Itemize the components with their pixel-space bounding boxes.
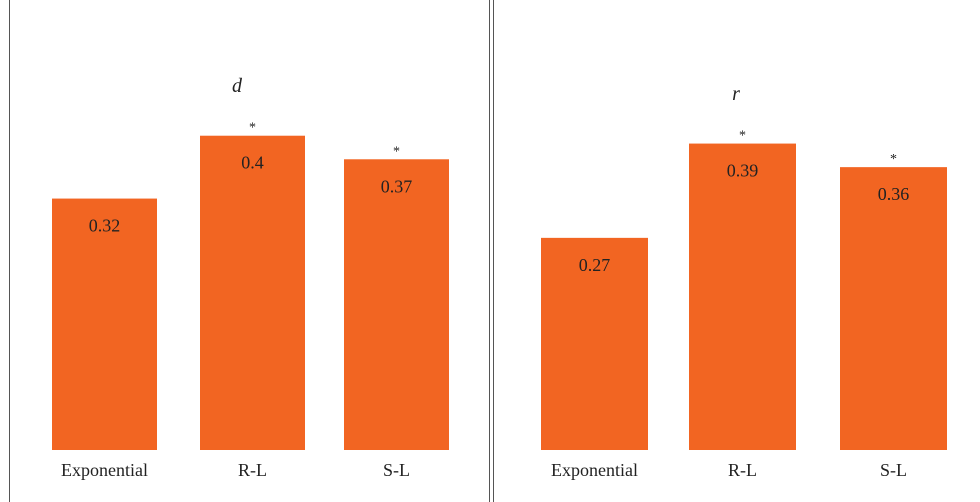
left-border-line — [9, 0, 10, 502]
value-label-r-l-r: 0.39 — [727, 161, 759, 181]
value-label-r-l-d: 0.4 — [241, 153, 264, 173]
value-label-exponential-r: 0.27 — [579, 255, 611, 275]
bar-exponential-d — [52, 198, 157, 450]
significance-marker-s-l-d: * — [393, 144, 400, 159]
bars-group-r: 0.27 Exponential 0.39 * R-L 0.36 * S-L — [541, 129, 947, 480]
category-label-s-l-d: S-L — [383, 460, 410, 480]
value-label-s-l-r: 0.36 — [878, 184, 910, 204]
value-label-exponential-d: 0.32 — [89, 216, 121, 236]
bar-exponential-r — [541, 237, 648, 450]
category-label-exponential-d: Exponential — [61, 460, 148, 480]
category-label-r-l-r: R-L — [728, 460, 757, 480]
chart-title-d: d — [232, 75, 243, 97]
chart-title-r: r — [732, 83, 740, 105]
category-label-s-l-r: S-L — [880, 460, 907, 480]
value-label-s-l-d: 0.37 — [381, 176, 413, 196]
bar-r-l-d — [200, 135, 305, 450]
significance-marker-s-l-r: * — [890, 152, 897, 167]
significance-marker-r-l-r: * — [739, 129, 746, 144]
bar-s-l-r — [840, 167, 947, 450]
bar-r-l-r — [689, 143, 796, 451]
significance-marker-r-l-d: * — [249, 121, 256, 136]
category-label-r-l-d: R-L — [238, 460, 267, 480]
chart-d: d 0.32 Exponential 0.4 * R-L 0.37 * S-L — [52, 75, 449, 480]
category-label-exponential-r: Exponential — [551, 460, 638, 480]
panel-divider-line-b — [493, 0, 494, 502]
bar-s-l-d — [344, 159, 449, 451]
panel-divider-line-a — [489, 0, 490, 502]
chart-r: r 0.27 Exponential 0.39 * R-L 0.36 * S-L — [541, 83, 947, 480]
bars-group-d: 0.32 Exponential 0.4 * R-L 0.37 * S-L — [52, 121, 449, 480]
